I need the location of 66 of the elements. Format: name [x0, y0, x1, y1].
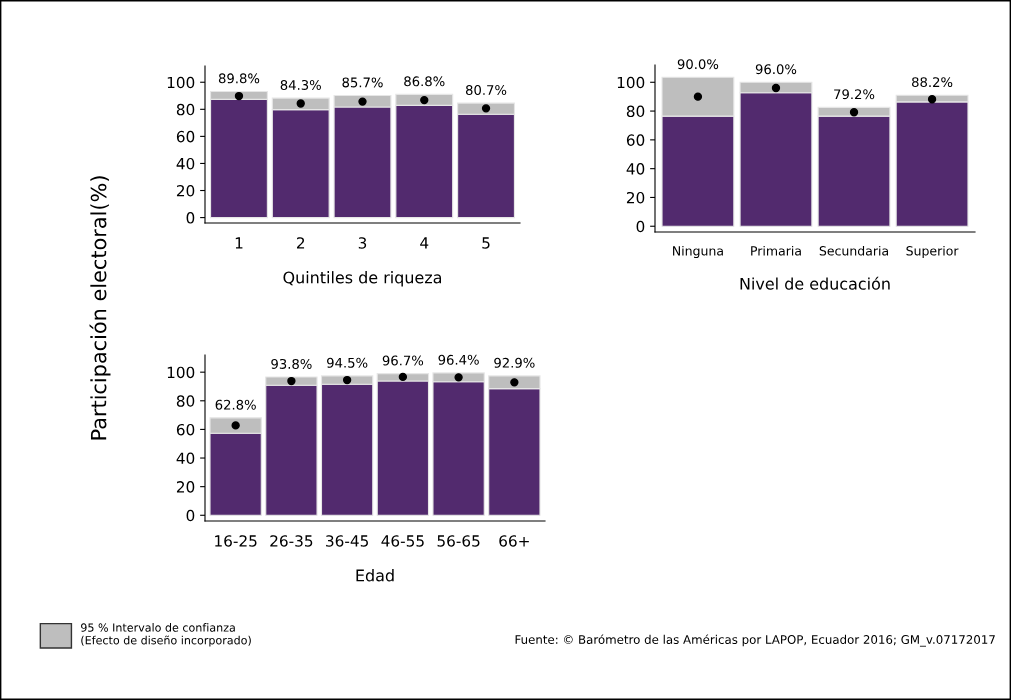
- data-label: 79.2%: [834, 89, 875, 100]
- point: [849, 108, 859, 117]
- x-tick-label: 36-45: [326, 535, 368, 547]
- point: [296, 99, 305, 108]
- y-tick-label: 0: [636, 220, 645, 233]
- y-tick-label: 60: [176, 130, 195, 143]
- data-label: 80.7%: [465, 84, 507, 95]
- y-tick-label: 20: [176, 184, 195, 197]
- y-tick-label: 20: [176, 481, 195, 493]
- x-tick-label: Ninguna: [673, 245, 723, 258]
- data-label: 86.8%: [404, 76, 445, 87]
- point: [481, 104, 491, 113]
- data-label: 96.0%: [755, 64, 797, 75]
- x-axis-title: Edad: [356, 569, 394, 582]
- y-tick-label: 0: [186, 212, 195, 224]
- point: [234, 91, 244, 101]
- data-label: 84.3%: [280, 79, 321, 90]
- x-tick-label: 3: [358, 237, 367, 249]
- x-tick-label: 5: [482, 237, 490, 249]
- data-label: 96.7%: [382, 355, 424, 366]
- x-tick-label: 4: [420, 237, 429, 249]
- y-tick-label: 100: [167, 76, 195, 89]
- y-tick-label: 20: [626, 191, 645, 204]
- data-label: 96.4%: [438, 354, 479, 365]
- data-label: 90.0%: [677, 59, 719, 70]
- y-tick-label: 40: [176, 157, 195, 170]
- point: [693, 92, 703, 101]
- data-label: 85.7%: [342, 77, 383, 88]
- x-tick-label: 1: [235, 237, 243, 249]
- data-label: 62.8%: [215, 399, 256, 410]
- point: [510, 378, 519, 387]
- x-tick-label: 2: [296, 237, 305, 249]
- y-tick-label: 80: [176, 103, 195, 116]
- data-label: 88.2%: [912, 77, 953, 88]
- x-tick-label: 56-65: [437, 535, 480, 547]
- point: [358, 97, 367, 106]
- y-tick-label: 100: [617, 76, 645, 89]
- point: [927, 95, 937, 104]
- y-tick-label: 0: [186, 509, 195, 522]
- y-tick-label: 60: [176, 423, 195, 436]
- x-axis-title: Quintiles de riqueza: [283, 271, 442, 287]
- point: [454, 373, 463, 382]
- x-tick-label: Secundaria: [819, 245, 888, 256]
- x-tick-label: 26-35: [270, 535, 313, 547]
- y-tick-label: 100: [167, 366, 195, 379]
- x-tick-label: 16-25: [215, 535, 257, 547]
- y-tick-label: 40: [626, 163, 645, 175]
- point: [420, 95, 429, 105]
- y-tick-label: 60: [626, 134, 645, 146]
- y-tick-label: 80: [626, 105, 645, 118]
- x-axis-title: Nivel de educación: [740, 276, 890, 290]
- y-tick-label: 80: [176, 395, 195, 407]
- point: [771, 83, 781, 93]
- y-axis-title: Participación electoral(%): [89, 176, 111, 440]
- source-note: Fuente: © Barómetro de las Américas por LAPOP, Ecuador 2016; GM_v.07172017: [515, 634, 995, 647]
- legend-label: 95 % Intervalo de confianza (Efecto de diseño incorporado): [81, 623, 251, 647]
- y-tick-label: 40: [176, 452, 195, 465]
- x-tick-label: Primaria: [751, 245, 801, 256]
- data-label: 94.5%: [327, 357, 368, 368]
- data-label: 89.8%: [218, 73, 260, 84]
- x-tick-label: Superior: [906, 245, 959, 258]
- x-tick-label: 46-55: [381, 535, 424, 547]
- data-label: 92.9%: [494, 357, 535, 368]
- data-label: 93.8%: [271, 358, 312, 369]
- point: [231, 421, 240, 430]
- x-tick-label: 66+: [499, 535, 529, 547]
